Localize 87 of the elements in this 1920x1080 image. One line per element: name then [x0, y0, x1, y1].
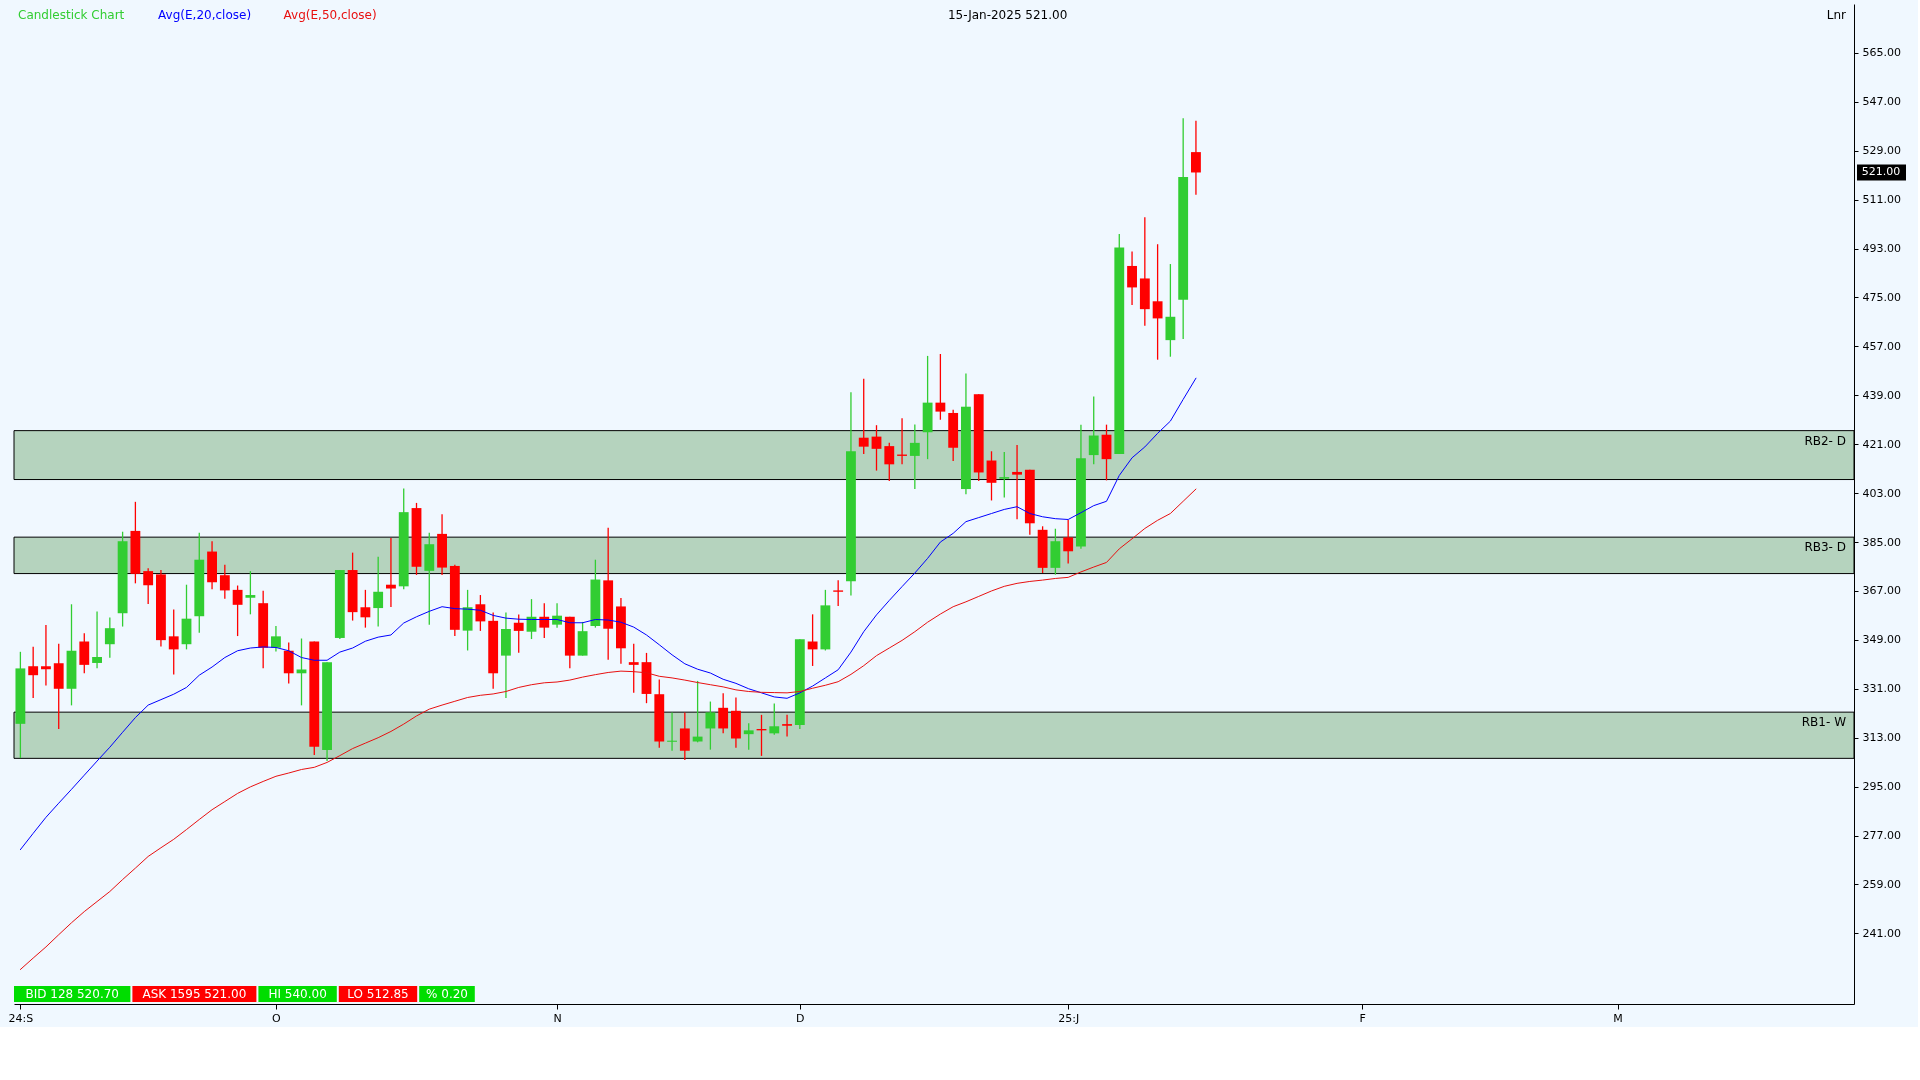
candlestick: [219, 564, 230, 600]
y-tick-label: 529.00: [1862, 144, 1901, 158]
candlestick: [718, 692, 729, 734]
y-tick-label: 367.00: [1862, 584, 1901, 598]
candlestick: [373, 556, 384, 628]
annotation: % 0.20: [426, 987, 468, 1001]
text: Avg(E,20,close): [158, 8, 252, 22]
text: Avg(E,50,close): [283, 8, 377, 22]
candlestick: [782, 714, 792, 738]
candlestick: [935, 353, 946, 421]
y-tick-label: 403.00: [1862, 486, 1901, 500]
y-tick-label: 457.00: [1862, 339, 1901, 353]
candlestick: [769, 702, 780, 736]
annotation: BID 128 520.70: [25, 987, 119, 1001]
candlestick: [705, 700, 716, 751]
annotation: ASK 1595 521.00: [142, 987, 247, 1001]
band-label: RB2- D: [1804, 433, 1846, 448]
y-tick-label: 511.00: [1862, 193, 1901, 207]
y-tick-label: 385.00: [1862, 535, 1901, 549]
candlestick: [28, 646, 39, 699]
y-tick-label: 313.00: [1862, 731, 1901, 745]
x-tick-label: 25:J: [1058, 1011, 1080, 1025]
band-label: RB3- D: [1804, 540, 1846, 555]
line-series: [19, 377, 1197, 851]
candlestick: [92, 610, 102, 669]
y-tick-label: 349.00: [1862, 633, 1901, 647]
candlestick: [679, 711, 690, 761]
candlestick: [79, 632, 90, 674]
candlestick: [475, 594, 486, 632]
candlestick: [271, 625, 281, 653]
candlestick: [692, 680, 703, 743]
candlestick: [386, 537, 396, 608]
line-series: [19, 488, 1197, 970]
candlestick: [143, 567, 154, 605]
candlestick: [628, 643, 639, 694]
y-tick-label: 475.00: [1862, 290, 1901, 304]
band-label: RB1- W: [1801, 715, 1847, 730]
candlestick: [245, 570, 256, 615]
y-tick-label: 421.00: [1862, 437, 1901, 451]
candlestick: [168, 608, 179, 676]
y-tick-label: 331.00: [1862, 682, 1901, 696]
candlestick: [1127, 250, 1137, 306]
candlestick: [667, 711, 677, 752]
x-tick-label: N: [553, 1011, 562, 1025]
candlestick: [360, 589, 371, 629]
candlestick: [539, 602, 550, 639]
y-tick-label: 547.00: [1862, 95, 1901, 109]
annotation: 15-Jan-2025 521.00: [947, 8, 1068, 22]
y-tick-label: 241.00: [1862, 926, 1901, 940]
candlestick: [807, 613, 818, 667]
candlestick: [1191, 120, 1201, 196]
x-tick-label: 24:S: [8, 1011, 34, 1025]
candlestick: [296, 637, 307, 707]
candlestick: [104, 616, 115, 659]
candlestick: [986, 450, 997, 502]
x-tick-label: D: [796, 1011, 805, 1025]
candlestick: [1063, 519, 1074, 565]
annotation: Lnr: [1826, 8, 1847, 22]
y-tick-label: 259.00: [1862, 877, 1901, 891]
y-tick-label: 439.00: [1862, 388, 1901, 402]
x-tick-label: F: [1359, 1011, 1366, 1025]
candlestick: [884, 442, 895, 482]
candlestick: [871, 424, 882, 472]
candlestick: [462, 589, 473, 652]
y-tick-label: 493.00: [1862, 242, 1901, 256]
candlestick: [909, 423, 920, 490]
candlestick: [833, 579, 844, 607]
text: Candlestick Chart: [18, 8, 125, 22]
candlestick: [513, 613, 524, 654]
y-tick-label: 295.00: [1862, 780, 1901, 794]
annotation: LO 512.85: [347, 987, 409, 1001]
candlestick: [41, 624, 51, 687]
candlestick: [858, 378, 869, 455]
candlestick: [1165, 263, 1176, 358]
x-tick-label: O: [272, 1011, 282, 1025]
candlestick: [1088, 395, 1099, 465]
candlestick: [1012, 444, 1022, 520]
candlestick: [743, 722, 754, 751]
candlestick: [999, 451, 1010, 499]
candlestick: [232, 584, 243, 637]
candlestick: [283, 641, 294, 685]
candlestick: [1152, 243, 1163, 361]
text: 521.00: [1861, 165, 1901, 179]
x-tick-label: M: [1613, 1011, 1623, 1025]
annotation: HI 540.00: [268, 987, 327, 1001]
y-tick-label: 277.00: [1862, 829, 1901, 843]
y-tick-label: 565.00: [1862, 46, 1901, 60]
